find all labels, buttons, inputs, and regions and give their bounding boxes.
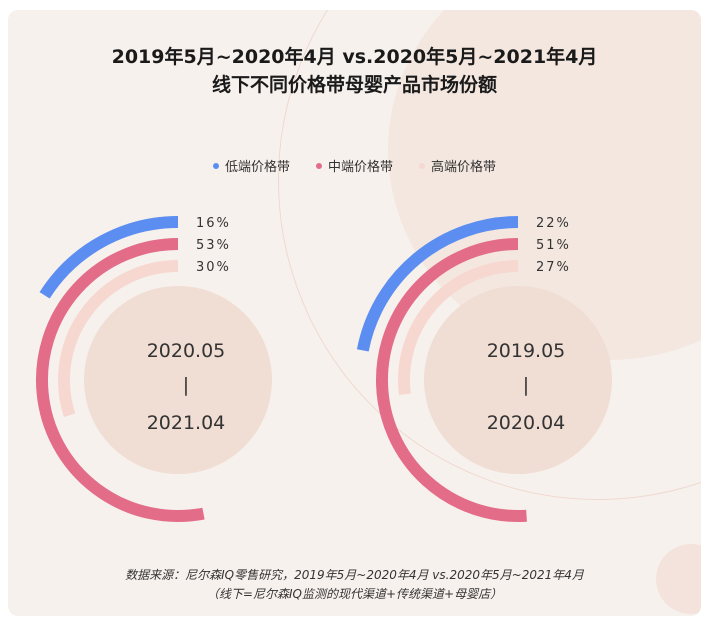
chart-2-label-2: 51% <box>536 238 571 253</box>
legend-dot-low <box>212 162 219 169</box>
chart-2-period-start: 2019.05 <box>487 340 566 362</box>
chart-2-arc-3 <box>398 260 519 396</box>
legend-label-mid: 中端价格带 <box>327 160 393 175</box>
chart-1-arc-3 <box>58 260 179 418</box>
legend-dot-mid <box>315 162 322 169</box>
chart-1-period-end: 2021.04 <box>147 412 226 434</box>
chart-2-label-3: 27% <box>536 260 571 275</box>
legend-label-low: 低端价格带 <box>224 160 290 175</box>
legend-item-high: 高端价格带 <box>419 156 496 175</box>
legend-item-mid: 中端价格带 <box>315 156 393 175</box>
chart-1-label-1: 16% <box>196 216 231 231</box>
chart-1-period-separator: | <box>183 374 189 396</box>
radial-bar-charts: 16% 53% 30% 2020.05 | 2021.04 22% 51% 27% 2019.05… <box>36 216 612 522</box>
chart-1-arc-2 <box>36 238 205 522</box>
chart-2-period-end: 2020.04 <box>487 412 566 434</box>
legend: 低端价格带 中端价格带 高端价格带 <box>8 156 701 175</box>
chart-1-period-start: 2020.05 <box>147 340 226 362</box>
chart-1-label-2: 53% <box>196 238 231 253</box>
chart-1-center-disc <box>84 286 272 474</box>
legend-label-high: 高端价格带 <box>431 160 497 175</box>
chart-2-center-disc <box>424 286 612 474</box>
chart-subtitle: 线下不同价格带母婴产品市场份额 <box>211 74 497 96</box>
source-note: 数据来源：尼尔森IQ零售研究，2019年5月~2020年4月 vs.2020年5… <box>125 568 584 582</box>
source-note-detail: （线下=尼尔森IQ监测的现代渠道+传统渠道+母婴店） <box>206 587 503 601</box>
legend-item-low: 低端价格带 <box>212 156 290 175</box>
chart-2-period-separator: | <box>523 374 529 396</box>
chart-title: 2019年5月~2020年4月 vs.2020年5月~2021年4月 <box>111 46 598 68</box>
chart-2-arc-1 <box>356 216 519 352</box>
legend-dot-high <box>419 162 425 169</box>
chart-1-label-3: 30% <box>196 260 231 275</box>
chart-2-arc-2 <box>375 238 527 522</box>
chart-card: 2019年5月~2020年4月 vs.2020年5月~2021年4月 线下不同价… <box>8 10 701 616</box>
chart-2-label-1: 22% <box>536 216 571 231</box>
chart-1-arc-1 <box>39 216 179 299</box>
